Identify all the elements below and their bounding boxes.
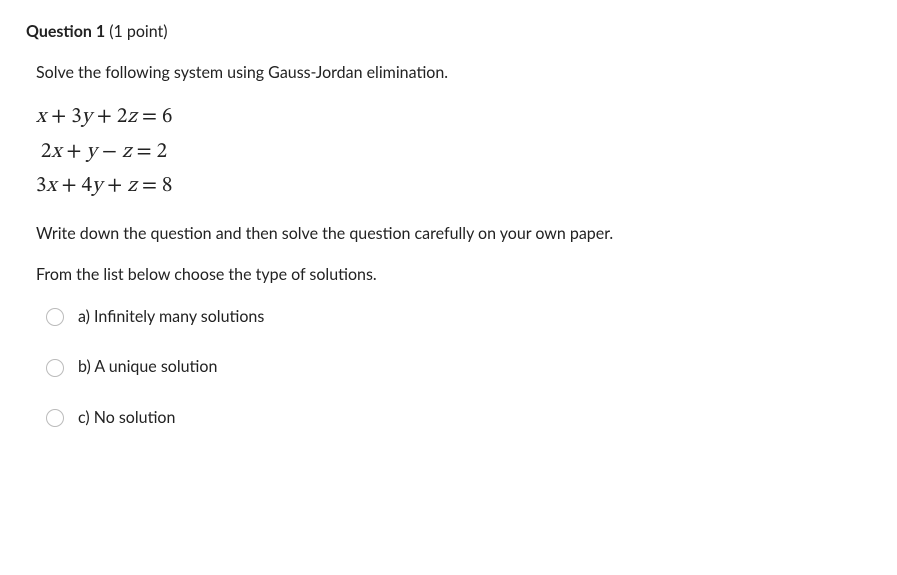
radio-icon[interactable] xyxy=(46,359,64,377)
directions-line-b: From the list below choose the type of s… xyxy=(36,265,871,284)
equation-row: x+3y+2z=6 xyxy=(36,100,871,135)
radio-icon[interactable] xyxy=(46,409,64,427)
equation-row: 3x+4y+z=8 xyxy=(36,169,871,204)
equation-row: 2x+y−z=2 xyxy=(36,135,871,170)
choice-list: a) Infinitely many solutions b) A unique … xyxy=(46,306,871,429)
question-number: Question 1 xyxy=(26,22,105,41)
choice-label: c) No solution xyxy=(78,407,175,429)
question-points: (1 point) xyxy=(105,22,167,41)
choice-label: b) A unique solution xyxy=(78,356,217,378)
question-title: Question 1 (1 point) xyxy=(26,22,871,41)
choice-option[interactable]: c) No solution xyxy=(46,407,871,429)
choice-option[interactable]: a) Infinitely many solutions xyxy=(46,306,871,328)
directions-line-a: Write down the question and then solve t… xyxy=(36,224,871,243)
choice-label: a) Infinitely many solutions xyxy=(78,306,264,328)
radio-icon[interactable] xyxy=(46,308,64,326)
question-instruction: Solve the following system using Gauss-J… xyxy=(36,63,871,82)
equation-block: x+3y+2z=6 2x+y−z=23x+4y+z=8 xyxy=(36,100,871,204)
choice-option[interactable]: b) A unique solution xyxy=(46,356,871,378)
